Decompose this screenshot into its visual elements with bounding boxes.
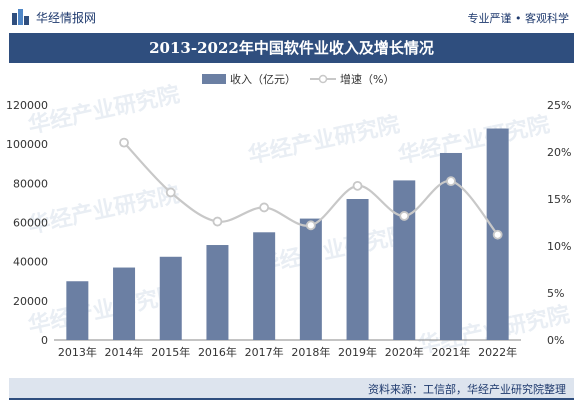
watermark-text: 华经产业研究院 (246, 111, 402, 168)
growth-point (352, 180, 363, 191)
legend: 收入（亿元） 增速（%） (202, 72, 394, 86)
x-tick-label: 2016年 (198, 345, 237, 359)
footer: 资料来源：工信部，华经产业研究院整理 (9, 378, 574, 400)
growth-line (119, 137, 503, 240)
bar (299, 218, 322, 340)
slogan: 专业严谨 • 客观科学 (467, 12, 569, 25)
y-left-tick-label: 120000 (6, 99, 48, 112)
x-tick-label: 2019年 (338, 345, 377, 359)
y-left-tick-label: 80000 (13, 177, 48, 190)
y-left-tick-label: 20000 (13, 295, 48, 308)
growth-point (212, 216, 223, 227)
watermark-text: 华经产业研究院 (26, 281, 182, 338)
y-right-tick-label: 25% (547, 99, 571, 112)
y-right-tick-label: 10% (547, 240, 571, 253)
x-tick-label: 2017年 (245, 345, 284, 359)
bar (393, 180, 416, 340)
y-right-tick-label: 20% (547, 146, 571, 159)
growth-point (119, 137, 129, 148)
y-left-tick-label: 60000 (13, 217, 48, 230)
x-tick-label: 2015年 (151, 345, 190, 359)
header: 华经情报网 专业严谨 • 客观科学 (0, 0, 583, 33)
growth-point (446, 176, 456, 187)
growth-point (259, 202, 270, 213)
chart-title: 2013-2022年中国软件业收入及增长情况 (9, 33, 574, 63)
bar (113, 267, 136, 340)
y-left-tick-label: 0 (41, 334, 48, 347)
x-tick-label: 2018年 (291, 345, 330, 359)
bar (439, 152, 462, 340)
x-tick-label: 2013年 (58, 345, 97, 359)
growth-point (305, 220, 316, 231)
x-tick-label: 2021年 (431, 345, 470, 359)
source-note: 资料来源：工信部，华经产业研究院整理 (368, 383, 566, 396)
chart: 华经产业研究院华经产业研究院华经产业研究院华经产业研究院华经产业研究院华经产业研… (6, 72, 572, 359)
brand-name: 华经情报网 (36, 11, 97, 25)
bar (66, 281, 89, 340)
y-right-tick-label: 15% (547, 193, 571, 206)
bar (253, 232, 276, 340)
watermark-text: 华经产业研究院 (256, 221, 412, 278)
bar (159, 256, 182, 340)
bar (346, 199, 369, 340)
x-tick-label: 2014年 (105, 345, 144, 359)
logo-icon (12, 9, 29, 25)
legend-line-label: 增速（%） (340, 72, 394, 86)
watermark-text: 华经产业研究院 (26, 81, 182, 138)
bar (206, 245, 229, 340)
legend-line-marker (318, 74, 328, 84)
x-tick-label: 2020年 (385, 345, 424, 359)
growth-point (165, 187, 176, 198)
growth-point (492, 229, 503, 240)
bars (66, 128, 509, 340)
legend-bar-swatch (202, 74, 226, 84)
y-right-tick-label: 5% (547, 287, 564, 300)
y-right-tick-label: 0% (547, 334, 564, 347)
x-tick-labels: 2013年 2014年 2015年 2016年 2017年 2018年 2019年 2020年… (58, 345, 517, 359)
y-left-tick-label: 40000 (13, 256, 48, 269)
x-tick-label: 2022年 (478, 345, 517, 359)
growth-point (399, 211, 410, 221)
watermark-text: 华经产业研究院 (396, 111, 552, 168)
legend-bar-label: 收入（亿元） (230, 72, 296, 86)
y-left-tick-label: 100000 (6, 138, 48, 151)
watermark-text: 华经产业研究院 (26, 181, 182, 238)
